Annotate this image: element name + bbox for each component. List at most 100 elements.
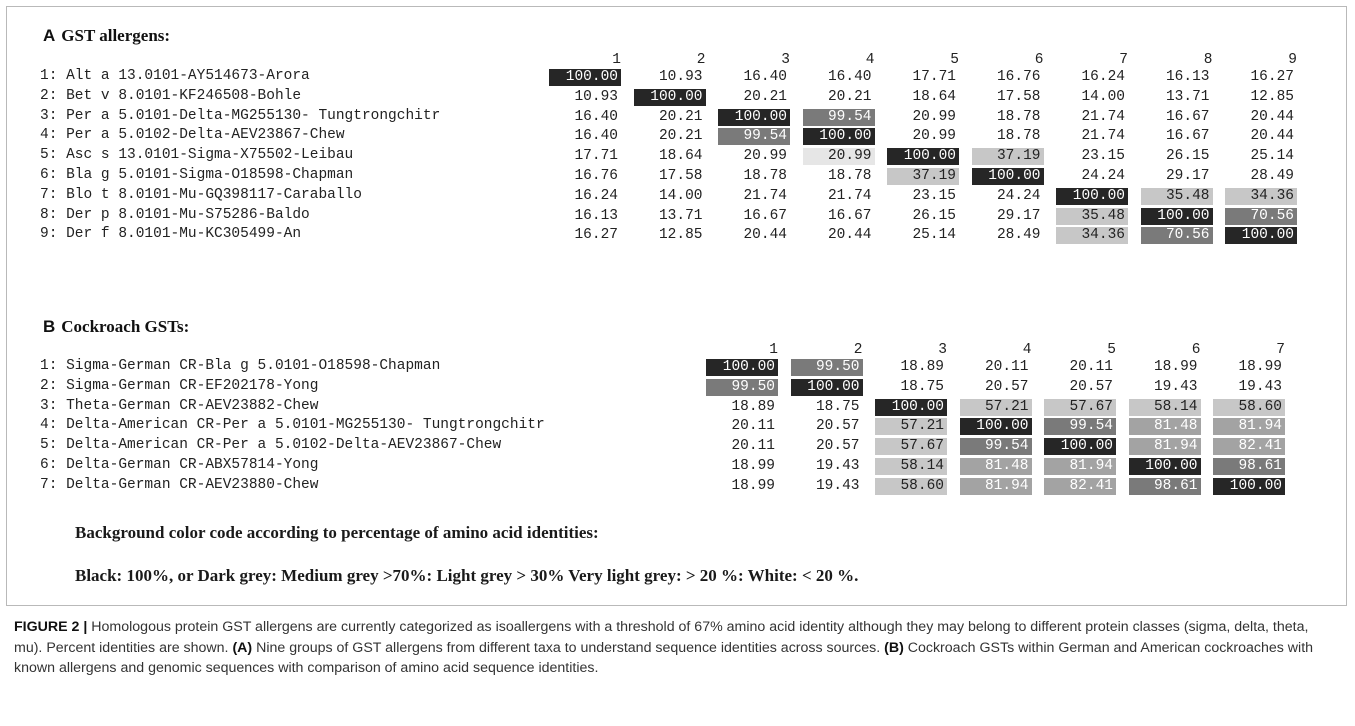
identity-cell: 26.15 xyxy=(1165,148,1210,165)
identity-cell: 14.00 xyxy=(658,187,703,204)
identity-cell: 98.61 xyxy=(1128,477,1201,495)
identity-cell: 16.27 xyxy=(574,227,618,244)
identity-cell: 16.40 xyxy=(574,108,618,125)
identity-cell: 35.48 xyxy=(1056,207,1128,225)
identity-cell: 16.40 xyxy=(574,128,618,145)
identity-cell: 18.75 xyxy=(900,378,944,395)
identity-cell: 57.67 xyxy=(875,438,947,456)
identity-cell: 100.00 xyxy=(1056,187,1128,205)
identity-cell: 37.19 xyxy=(971,148,1044,166)
identity-cell: 23.15 xyxy=(1081,148,1125,165)
identity-cell: 29.17 xyxy=(1165,168,1210,184)
row-label: 8: Der p 8.0101-Mu-S75286-Baldo xyxy=(40,206,310,223)
identity-cell: 81.94 xyxy=(1128,438,1201,456)
column-header: 3 xyxy=(938,342,947,358)
identity-cell: 18.89 xyxy=(900,359,944,375)
identity-cell: 20.44 xyxy=(1250,108,1294,125)
identity-cell: 16.40 xyxy=(743,69,787,85)
identity-cell: 81.48 xyxy=(1128,418,1201,436)
row-label: 5: Delta-American CR-Per a 5.0102-Delta-… xyxy=(40,437,502,454)
identity-cell: 28.49 xyxy=(1250,168,1294,184)
identity-cell: 99.54 xyxy=(802,108,875,126)
identity-cell: 16.13 xyxy=(574,207,618,224)
row-label: 7: Blo t 8.0101-Mu-GQ398117-Caraballo xyxy=(40,186,362,203)
identity-cell: 20.44 xyxy=(827,227,872,244)
identity-cell: 20.99 xyxy=(912,108,956,125)
row-label: 6: Delta-German CR-ABX57814-Yong xyxy=(40,457,319,473)
identity-cell: 58.14 xyxy=(1128,398,1201,416)
identity-cell: 20.11 xyxy=(984,359,1029,375)
identity-cell: 13.71 xyxy=(658,207,703,224)
identity-cell: 18.64 xyxy=(658,148,703,165)
identity-cell: 10.93 xyxy=(658,69,703,85)
column-header: 1 xyxy=(612,52,621,68)
caption-text-2: Nine groups of GST allergens from differ… xyxy=(252,639,885,656)
column-header: 7 xyxy=(1119,52,1128,68)
identity-cell: 18.78 xyxy=(827,168,872,184)
identity-cell: 20.99 xyxy=(912,128,956,145)
caption-text-1: Homologous protein GST allergens are cur… xyxy=(14,619,1309,656)
identity-cell: 100.00 xyxy=(1213,477,1285,495)
column-header: 2 xyxy=(853,342,863,358)
identity-cell: 16.76 xyxy=(996,69,1041,85)
identity-cell: 34.36 xyxy=(1225,187,1297,205)
identity-cell: 16.24 xyxy=(1081,69,1125,85)
identity-cell: 100.00 xyxy=(1225,227,1297,245)
identity-cell: 24.24 xyxy=(996,187,1041,204)
identity-cell: 20.57 xyxy=(1069,378,1113,395)
identity-cell: 12.85 xyxy=(1250,88,1294,105)
column-header: 1 xyxy=(769,342,778,358)
identity-cell: 16.76 xyxy=(574,168,618,184)
identity-cell: 100.00 xyxy=(706,359,778,376)
column-header: 6 xyxy=(1034,52,1044,68)
identity-cell: 20.44 xyxy=(1250,128,1294,145)
identity-cell: 17.58 xyxy=(996,88,1041,105)
identity-cell: 18.99 xyxy=(1238,359,1282,375)
identity-cell: 99.50 xyxy=(706,378,778,396)
identity-cell: 29.17 xyxy=(996,207,1041,224)
identity-cell: 16.24 xyxy=(574,187,618,204)
identity-cell: 100.00 xyxy=(790,378,863,396)
caption-b-label: (B) xyxy=(884,639,904,656)
identity-cell: 18.89 xyxy=(731,398,775,415)
identity-cell: 21.74 xyxy=(743,187,787,204)
identity-cell: 20.21 xyxy=(827,88,872,105)
color-legend-title: Background color code according to perce… xyxy=(75,523,599,542)
panel-a-letter: A xyxy=(43,26,56,45)
column-header: 8 xyxy=(1203,52,1213,68)
identity-cell: 16.67 xyxy=(1165,108,1210,125)
row-label: 5: Asc s 13.0101-Sigma-X75502-Leibau xyxy=(40,147,354,164)
identity-cell: 100.00 xyxy=(549,69,621,86)
identity-cell: 37.19 xyxy=(887,168,959,185)
color-legend-codes: Black: 100%, or Dark grey: Medium grey >… xyxy=(75,566,859,585)
identity-cell: 18.99 xyxy=(1153,359,1198,375)
identity-cell: 13.71 xyxy=(1165,88,1210,105)
identity-cell: 99.54 xyxy=(718,128,790,146)
column-header: 4 xyxy=(865,52,875,68)
identity-cell: 99.54 xyxy=(1044,418,1116,436)
identity-cell: 81.94 xyxy=(1044,458,1116,475)
identity-cell: 17.71 xyxy=(574,148,618,165)
identity-cell: 20.11 xyxy=(1069,359,1113,375)
identity-cell: 81.94 xyxy=(1213,418,1285,436)
identity-cell: 20.21 xyxy=(658,108,703,125)
identity-cell: 100.00 xyxy=(887,148,959,166)
identity-cell: 34.36 xyxy=(1056,227,1128,245)
identity-cell: 20.57 xyxy=(815,438,860,455)
identity-cell: 20.57 xyxy=(984,378,1029,395)
identity-cell: 19.43 xyxy=(815,477,860,494)
identity-cell: 100.00 xyxy=(718,108,790,126)
identity-cell: 21.74 xyxy=(827,187,872,204)
identity-cell: 20.11 xyxy=(731,418,775,435)
row-label: 2: Sigma-German CR-EF202178-Yong xyxy=(40,377,319,394)
identity-cell: 20.99 xyxy=(743,148,787,165)
identity-cell: 19.43 xyxy=(815,458,860,474)
identity-cell: 81.94 xyxy=(959,477,1032,495)
row-label: 3: Theta-German CR-AEV23882-Chew xyxy=(40,397,319,414)
identity-cell: 100.00 xyxy=(875,398,947,416)
caption-label: FIGURE 2 | xyxy=(14,619,88,635)
identity-cell: 82.41 xyxy=(1044,477,1116,495)
identity-cell: 35.48 xyxy=(1140,187,1213,205)
caption-text-3: Cockroach GSTs within German and America… xyxy=(14,639,1314,677)
identity-cell: 21.74 xyxy=(1081,108,1125,125)
